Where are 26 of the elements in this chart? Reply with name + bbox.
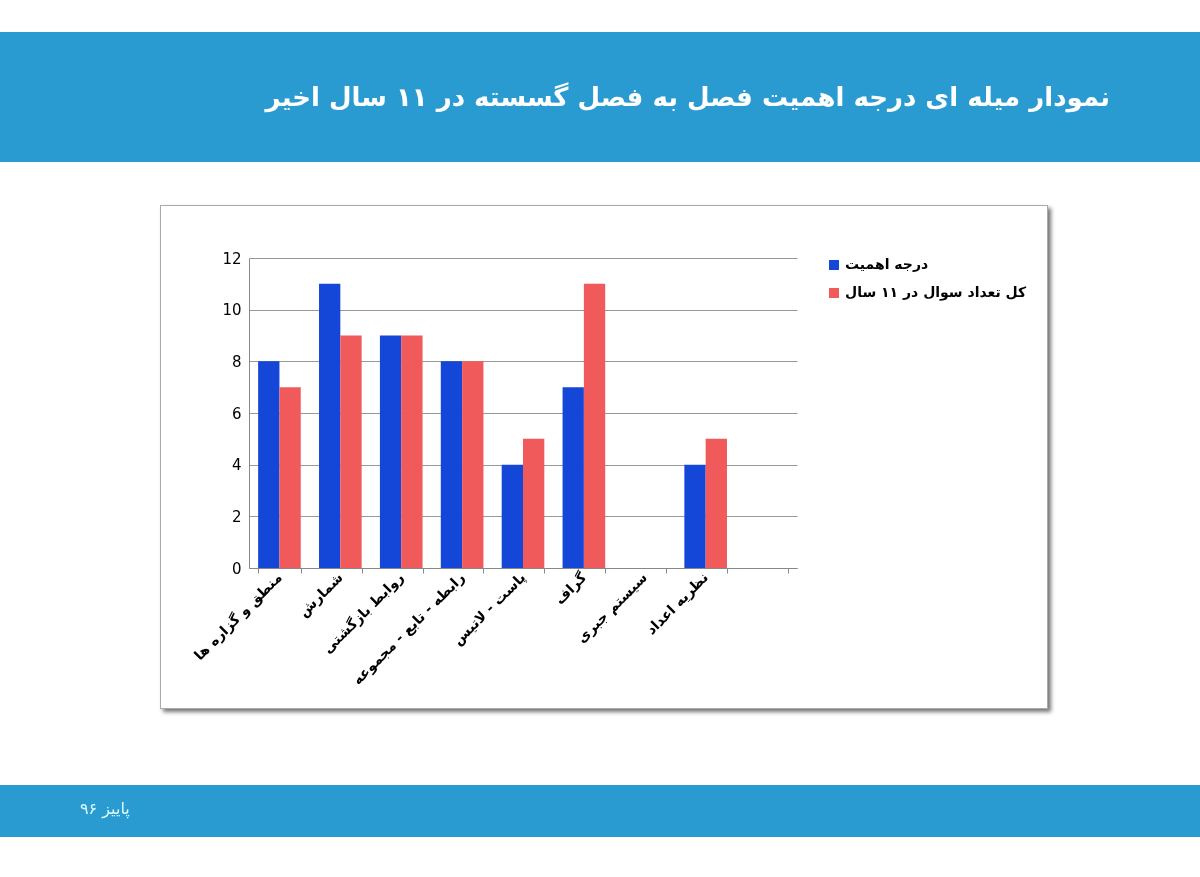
y-tick-label: 2 — [231, 507, 242, 526]
bar — [562, 387, 584, 568]
y-tick-label: 4 — [231, 456, 242, 475]
bar — [379, 335, 402, 568]
chart-title: نمودار میله ای درجه اهمیت فصل به فصل گسسته در ۱۱ سال اخیر — [0, 32, 1200, 162]
bar — [279, 387, 301, 568]
y-tick-label: 12 — [222, 249, 242, 268]
bar — [340, 335, 362, 568]
y-tick-label: 10 — [222, 301, 242, 320]
bar — [684, 464, 706, 568]
bar — [523, 438, 545, 568]
bar — [705, 438, 727, 568]
bar — [319, 283, 341, 568]
bar — [462, 361, 484, 568]
bar — [440, 361, 463, 568]
y-tick-label: 0 — [231, 559, 242, 578]
y-tick-label: 6 — [231, 404, 242, 423]
bar — [583, 283, 606, 568]
y-tick-label: 8 — [231, 352, 242, 371]
text: پاییز ۹۶ — [80, 799, 130, 818]
legend-label: کل تعداد سوال در ۱۱ سال — [845, 284, 1028, 301]
bar — [401, 335, 423, 568]
legend-label: درجه اهمیت — [845, 256, 929, 272]
bar — [258, 361, 280, 568]
bar — [501, 464, 523, 568]
x-tick-label: گراف — [551, 568, 591, 608]
